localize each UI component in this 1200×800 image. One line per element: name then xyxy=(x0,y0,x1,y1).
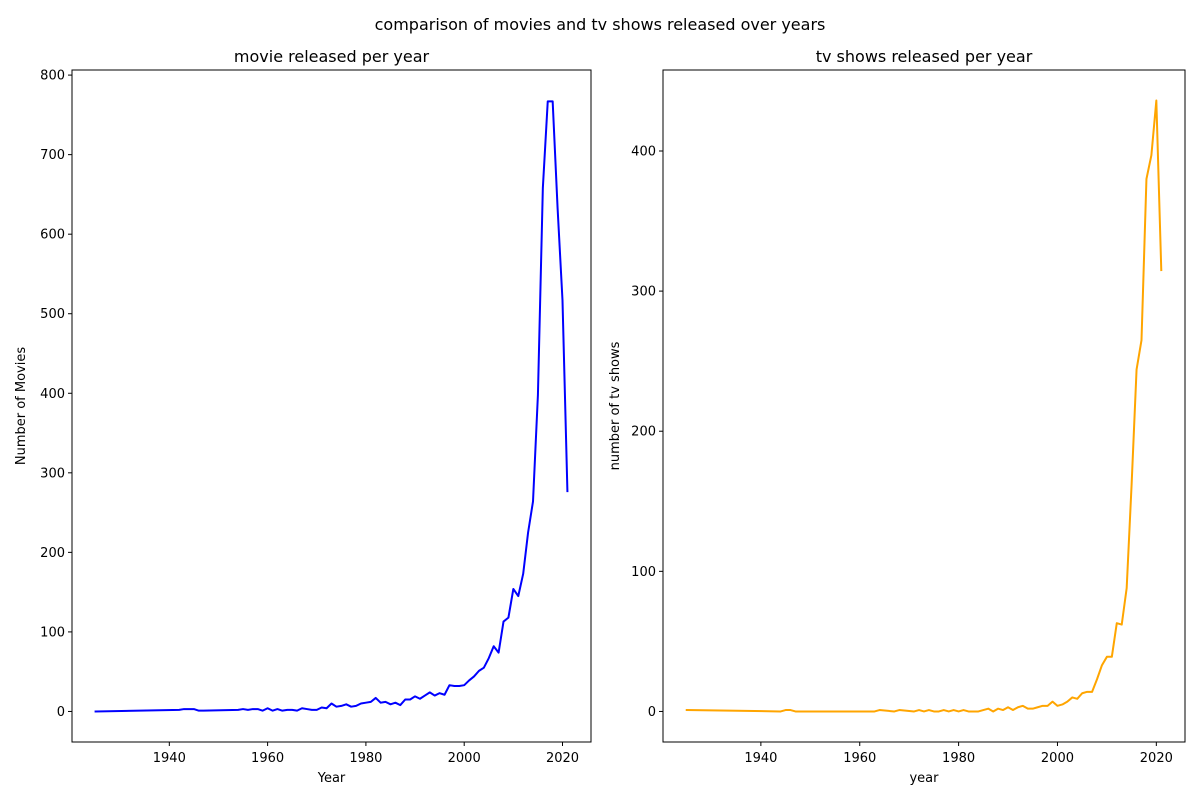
movies-x-tick-label: 1980 xyxy=(349,751,382,766)
movies-chart-title: movie released per year xyxy=(234,47,430,66)
movies-x-tick-label: 1940 xyxy=(153,751,186,766)
tvshows-y-tick-label: 300 xyxy=(631,285,656,300)
tvshows-y-tick-label: 400 xyxy=(631,144,656,159)
movies-subplot: movie released per year Year Number of M… xyxy=(14,47,592,786)
movies-y-tick-label: 100 xyxy=(40,625,65,640)
movies-x-tick-label: 2020 xyxy=(546,751,579,766)
movies-y-tick-label: 200 xyxy=(40,546,65,561)
movies-x-tick-label: 1960 xyxy=(251,751,284,766)
figure-suptitle: comparison of movies and tv shows releas… xyxy=(375,15,826,34)
movies-x-tick-label: 2000 xyxy=(448,751,481,766)
movies-x-axis-label: Year xyxy=(317,771,346,786)
movies-y-tick-label: 0 xyxy=(57,705,65,720)
tvshows-chart-title: tv shows released per year xyxy=(816,47,1033,66)
tvshows-x-tick-label: 2020 xyxy=(1140,751,1173,766)
movies-y-axis-label: Number of Movies xyxy=(14,347,29,465)
tvshows-y-tick-label: 100 xyxy=(631,565,656,580)
movies-y-tick-label: 800 xyxy=(40,69,65,84)
movies-y-tick-label: 400 xyxy=(40,387,65,402)
tvshows-subplot: tv shows released per year year number o… xyxy=(608,47,1186,786)
tvshows-x-tick-label: 2000 xyxy=(1041,751,1074,766)
movies-plot-frame xyxy=(71,69,592,743)
tvshows-x-tick-label: 1940 xyxy=(744,751,777,766)
tvshows-plot-frame xyxy=(662,69,1186,743)
tvshows-x-tick-label: 1960 xyxy=(843,751,876,766)
tvshows-series-line xyxy=(685,99,1163,713)
movies-y-tick-label: 500 xyxy=(40,307,65,322)
tvshows-y-tick-label: 0 xyxy=(648,705,656,720)
tvshows-y-tick-label: 200 xyxy=(631,425,656,440)
movies-y-tick-label: 300 xyxy=(40,466,65,481)
movies-y-tick-label: 700 xyxy=(40,148,65,163)
tvshows-y-axis-label: number of tv shows xyxy=(608,341,623,470)
tvshows-x-axis-label: year xyxy=(909,771,939,786)
tvshows-x-tick-label: 1980 xyxy=(942,751,975,766)
movies-y-tick-label: 600 xyxy=(40,228,65,243)
movies-series-line xyxy=(94,100,569,713)
